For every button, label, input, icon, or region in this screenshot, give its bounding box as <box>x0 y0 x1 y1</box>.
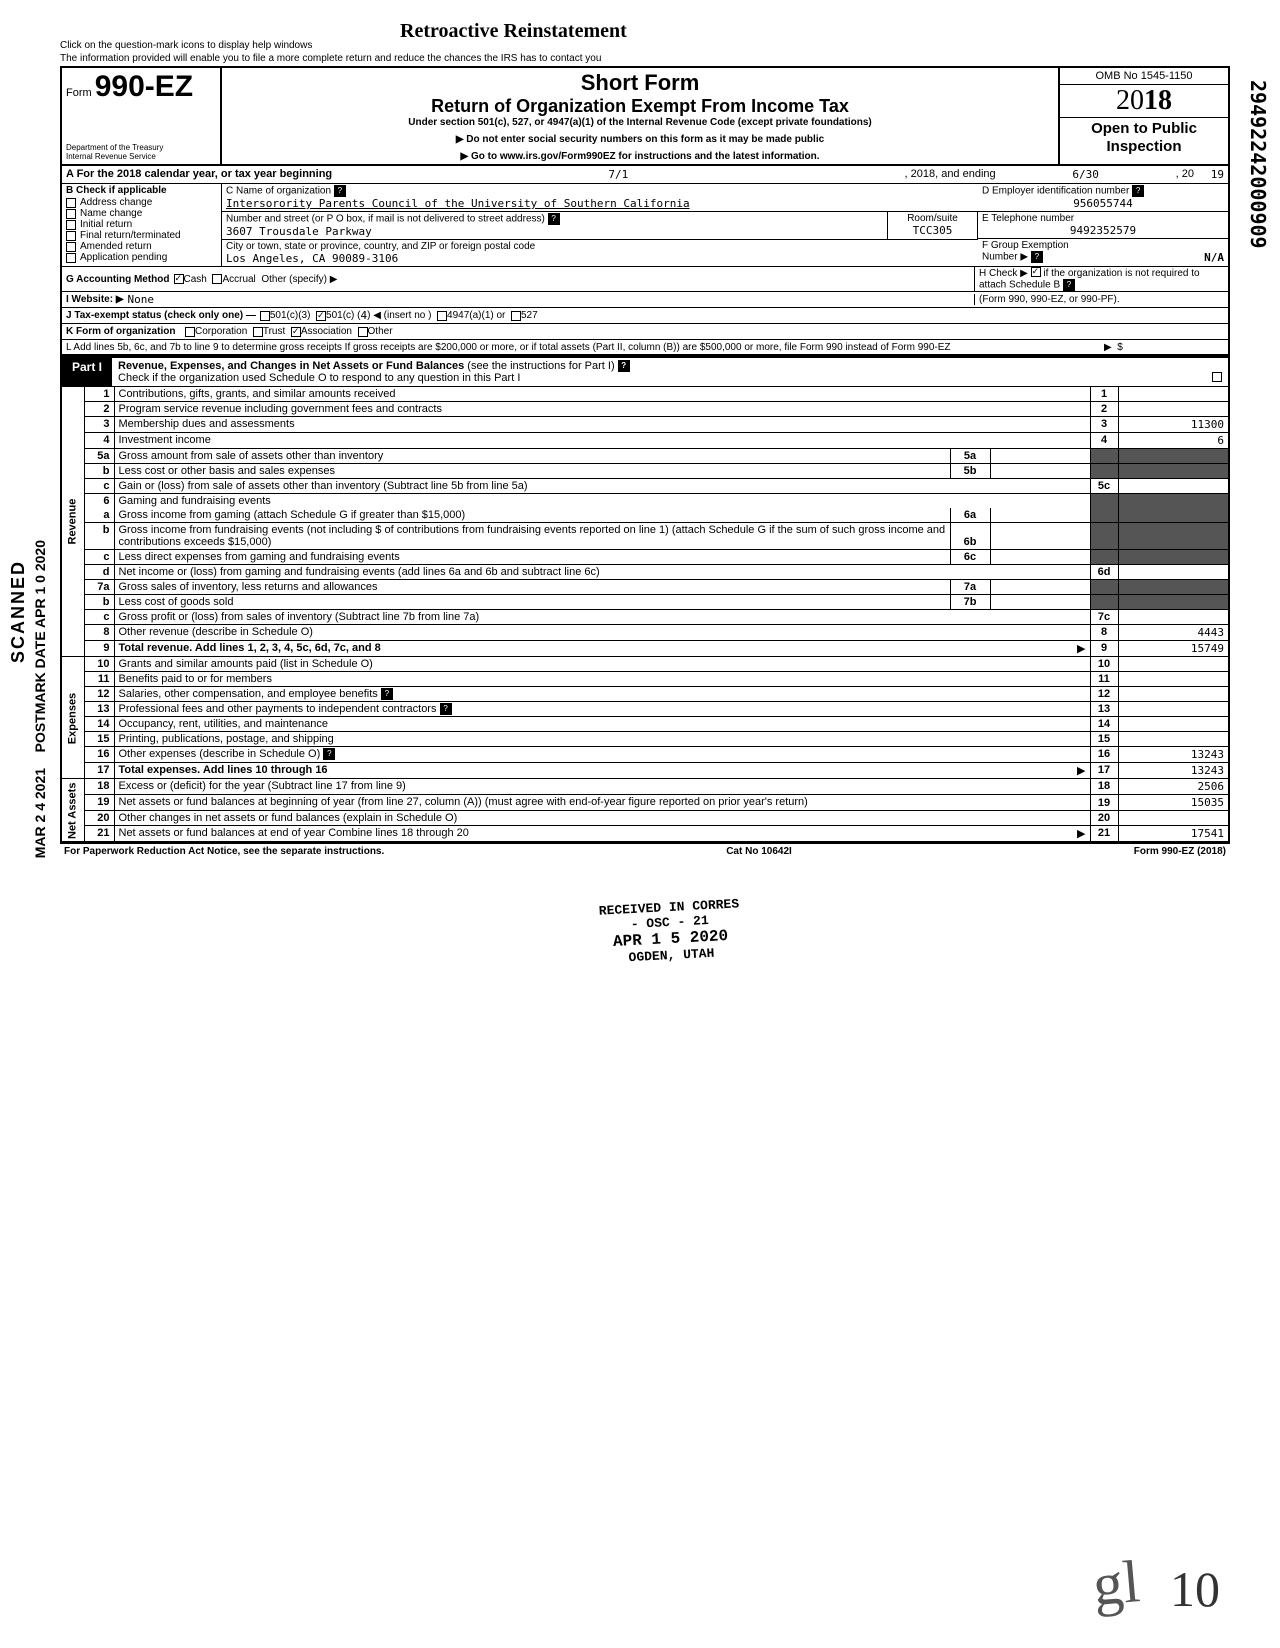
form-header: Form 990-EZ Department of the Treasury I… <box>62 68 1228 166</box>
line-a-tax-year: A For the 2018 calendar year, or tax yea… <box>62 166 1228 184</box>
chk-501c3[interactable] <box>260 311 270 321</box>
row-19: 19Net assets or fund balances at beginni… <box>62 795 1228 811</box>
org-room: TCC305 <box>913 224 953 237</box>
row-20: 20Other changes in net assets or fund ba… <box>62 811 1228 826</box>
chk-schedule-o-part1[interactable] <box>1212 372 1222 382</box>
row-4: 4Investment income46 <box>62 433 1228 449</box>
row-8: 8Other revenue (describe in Schedule O)8… <box>62 625 1228 641</box>
chk-4947a1[interactable] <box>437 311 447 321</box>
chk-cash[interactable] <box>174 274 184 284</box>
form-number: Form 990-EZ <box>66 70 216 104</box>
part-1-header: Part I Revenue, Expenses, and Changes in… <box>62 356 1228 387</box>
identity-section: B Check if applicable Address change Nam… <box>62 184 1228 267</box>
chk-address-change[interactable] <box>66 198 76 208</box>
help-icon[interactable]: ? <box>1132 185 1144 197</box>
row-12: 12Salaries, other compensation, and empl… <box>62 687 1228 702</box>
dept-treasury: Department of the Treasury Internal Reve… <box>66 144 216 162</box>
help-icon[interactable]: ? <box>1031 251 1043 263</box>
form-subtitle: Under section 501(c), 527, or 4947(a)(1)… <box>228 117 1052 128</box>
row-15: 15Printing, publications, postage, and s… <box>62 732 1228 747</box>
row-6b: bGross income from fundraising events (n… <box>62 523 1228 550</box>
help-icon[interactable]: ? <box>334 185 346 197</box>
line-g-h: G Accounting Method Cash Accrual Other (… <box>62 267 1228 292</box>
date-stamp: MAR 2 4 2021 POSTMARK DATE APR 1 0 2020 <box>32 540 48 858</box>
box-f-group: F Group Exemption Number ▶ ? N/A <box>978 239 1228 264</box>
chk-corp[interactable] <box>185 327 195 337</box>
page-footer: For Paperwork Reduction Act Notice, see … <box>60 844 1230 859</box>
initials-signature: gl <box>1090 1547 1143 1620</box>
org-street: 3607 Trousdale Parkway <box>226 225 372 238</box>
form-title-short: Short Form <box>228 70 1052 96</box>
row-5b: bLess cost or other basis and sales expe… <box>62 464 1228 479</box>
row-5c: cGain or (loss) from sale of assets othe… <box>62 479 1228 494</box>
tax-year: 2018 <box>1060 85 1228 118</box>
chk-no-schedule-b[interactable] <box>1031 267 1041 277</box>
row-7a: 7aGross sales of inventory, less returns… <box>62 580 1228 595</box>
open-to-public: Open to Public Inspection <box>1060 118 1228 158</box>
row-5a: 5aGross amount from sale of assets other… <box>62 449 1228 464</box>
chk-name-change[interactable] <box>66 209 76 219</box>
chk-other-org[interactable] <box>358 327 368 337</box>
retroactive-stamp: Retroactive Reinstatement <box>400 20 627 43</box>
help-icon[interactable]: ? <box>1063 279 1075 291</box>
help-icon[interactable]: ? <box>548 213 560 225</box>
row-14: 14Occupancy, rent, utilities, and mainte… <box>62 717 1228 732</box>
row-11: 11Benefits paid to or for members11 <box>62 672 1228 687</box>
chk-amended[interactable] <box>66 242 76 252</box>
chk-501c[interactable] <box>316 311 326 321</box>
url-note: ▶ Go to www.irs.gov/Form990EZ for instru… <box>228 151 1052 162</box>
page-number-handwritten: 10 <box>1170 1560 1220 1618</box>
line-j-exempt: J Tax-exempt status (check only one) — 5… <box>62 308 1228 324</box>
row-6d: dNet income or (loss) from gaming and fu… <box>62 565 1228 580</box>
part-1-table: Revenue 1Contributions, gifts, grants, a… <box>62 387 1228 842</box>
dln-stamp: 29492242000909 <box>1246 80 1270 249</box>
form-title-main: Return of Organization Exempt From Incom… <box>228 96 1052 117</box>
help-icon[interactable]: ? <box>618 360 630 372</box>
row-10: Expenses 10Grants and similar amounts pa… <box>62 657 1228 672</box>
help-note-1: Click on the question-mark icons to disp… <box>60 40 1230 51</box>
help-icon[interactable]: ? <box>440 703 452 715</box>
chk-initial-return[interactable] <box>66 220 76 230</box>
row-1: Revenue 1Contributions, gifts, grants, a… <box>62 387 1228 402</box>
chk-final-return[interactable] <box>66 231 76 241</box>
chk-assoc[interactable] <box>291 327 301 337</box>
row-2: 2Program service revenue including gover… <box>62 402 1228 417</box>
omb-number: OMB No 1545-1150 <box>1060 68 1228 85</box>
row-21: 21Net assets or fund balances at end of … <box>62 826 1228 842</box>
box-d-ein: D Employer identification number ? 95605… <box>978 184 1228 212</box>
box-b: B Check if applicable Address change Nam… <box>62 184 222 266</box>
chk-trust[interactable] <box>253 327 263 337</box>
row-17: 17Total expenses. Add lines 10 through 1… <box>62 763 1228 779</box>
line-k-form-org: K Form of organization Corporation Trust… <box>62 324 1228 340</box>
row-6: 6Gaming and fundraising events <box>62 494 1228 509</box>
line-l-gross: L Add lines 5b, 6c, and 7b to line 9 to … <box>62 340 1228 356</box>
row-6c: cLess direct expenses from gaming and fu… <box>62 550 1228 565</box>
scanned-stamp: SCANNED <box>8 560 29 663</box>
help-icon[interactable]: ? <box>323 748 335 760</box>
org-city: Los Angeles, CA 90089-3106 <box>226 252 398 265</box>
row-7c: cGross profit or (loss) from sales of in… <box>62 610 1228 625</box>
chk-527[interactable] <box>511 311 521 321</box>
row-9: 9Total revenue. Add lines 1, 2, 3, 4, 5c… <box>62 641 1228 657</box>
ssn-warning: ▶ Do not enter social security numbers o… <box>228 134 1052 145</box>
row-7b: bLess cost of goods sold7b <box>62 595 1228 610</box>
received-stamp: RECEIVED IN CORRES - OSC - 21 APR 1 5 20… <box>598 896 742 966</box>
chk-accrual[interactable] <box>212 274 222 284</box>
row-16: 16Other expenses (describe in Schedule O… <box>62 747 1228 763</box>
row-3: 3Membership dues and assessments311300 <box>62 417 1228 433</box>
form-990ez: Form 990-EZ Department of the Treasury I… <box>60 66 1230 844</box>
row-6a: aGross income from gaming (attach Schedu… <box>62 508 1228 523</box>
org-name: Intersorority Parents Council of the Uni… <box>226 197 690 210</box>
chk-app-pending[interactable] <box>66 253 76 263</box>
box-e-phone: E Telephone number 9492352579 <box>978 212 1228 239</box>
row-13: 13Professional fees and other payments t… <box>62 702 1228 717</box>
help-note-2: The information provided will enable you… <box>60 53 1230 64</box>
line-i-website: I Website: ▶ None (Form 990, 990-EZ, or … <box>62 292 1228 308</box>
help-icon[interactable]: ? <box>381 688 393 700</box>
row-18: Net Assets 18Excess or (deficit) for the… <box>62 779 1228 795</box>
box-c: C Name of organization ? Intersorority P… <box>222 184 978 266</box>
